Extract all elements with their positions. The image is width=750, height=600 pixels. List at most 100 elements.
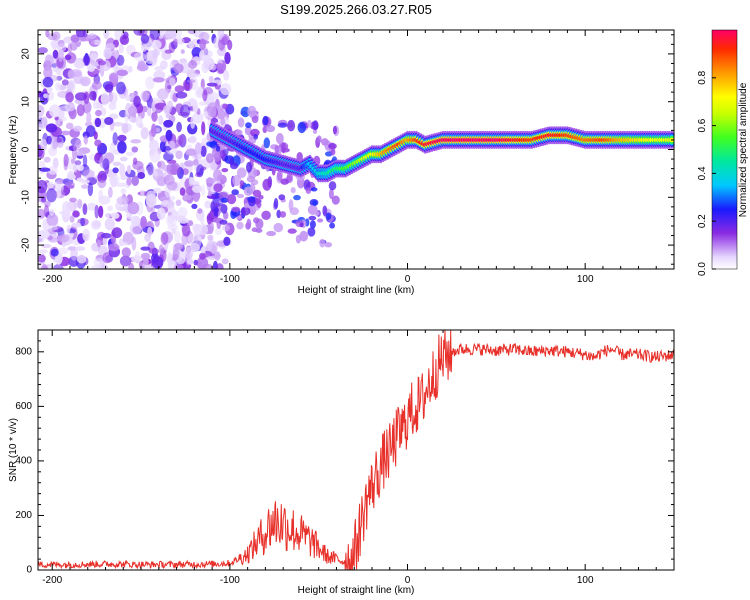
noise-speckle (80, 179, 90, 184)
snr-y-axis-label: SNR (10 * v/v) (8, 418, 19, 482)
noise-speckle (119, 163, 126, 178)
noise-speckle (202, 89, 208, 102)
noise-speckle (274, 144, 280, 155)
noise-speckle (72, 210, 80, 218)
noise-speckle (247, 105, 257, 118)
noise-speckle (206, 177, 216, 184)
colorbar-tick-label: 0.8 (697, 70, 708, 84)
noise-speckle (188, 60, 198, 69)
noise-speckle (175, 91, 188, 99)
noise-speckle (38, 179, 48, 194)
noise-speckle (89, 90, 97, 101)
noise-speckle (273, 198, 279, 210)
noise-speckle (163, 105, 170, 115)
noise-speckle (185, 144, 193, 150)
noise-speckle (82, 54, 91, 66)
noise-speckle (213, 183, 223, 193)
noise-speckle (223, 69, 230, 81)
y-tick-label: 400 (15, 456, 32, 467)
noise-speckle (45, 123, 58, 133)
noise-speckle (140, 90, 150, 102)
noise-speckle (119, 156, 128, 162)
noise-speckle (137, 172, 146, 179)
noise-speckle (126, 176, 132, 186)
noise-speckle (172, 248, 180, 260)
noise-speckle (103, 30, 110, 39)
noise-speckle (251, 227, 258, 232)
noise-speckle (251, 115, 259, 124)
noise-speckle (140, 216, 148, 229)
noise-speckle (330, 148, 336, 156)
noise-speckle (188, 176, 194, 186)
noise-speckle (40, 138, 47, 151)
noise-speckle (273, 222, 284, 233)
noise-speckle (229, 157, 235, 166)
x-tick-label: 0 (405, 575, 411, 586)
noise-speckle (57, 43, 67, 53)
noise-speckle (67, 69, 75, 79)
noise-speckle (221, 36, 229, 46)
noise-speckle (116, 81, 126, 95)
noise-speckle (208, 75, 214, 83)
noise-speckle (246, 175, 255, 183)
noise-speckle (43, 156, 51, 163)
noise-speckle (56, 67, 61, 76)
noise-speckle (117, 195, 129, 205)
noise-speckle (49, 104, 61, 118)
noise-speckle (293, 194, 301, 201)
noise-speckle (177, 111, 190, 117)
noise-speckle (145, 193, 157, 208)
noise-speckle (215, 145, 221, 152)
noise-speckle (47, 166, 58, 175)
noise-speckle (248, 196, 256, 207)
noise-speckle (68, 246, 77, 251)
noise-speckle (168, 205, 176, 214)
noise-speckle (206, 255, 217, 261)
noise-speckle (179, 187, 186, 196)
y-tick-label: 0 (26, 565, 32, 576)
noise-speckle (121, 122, 129, 134)
noise-speckle (69, 215, 75, 223)
noise-speckle (206, 153, 214, 164)
noise-speckle (156, 88, 169, 100)
noise-speckle (120, 188, 127, 195)
noise-speckle (295, 234, 301, 244)
noise-speckle (117, 134, 127, 142)
noise-speckle (100, 107, 107, 117)
noise-speckle (196, 164, 205, 176)
colorbar-tick-label: 0.2 (697, 214, 708, 228)
snr-x-axis-label: Height of straight line (km) (298, 585, 415, 596)
noise-speckle (254, 197, 261, 206)
noise-speckle (82, 30, 88, 38)
noise-speckle (261, 210, 271, 220)
noise-speckle (66, 81, 74, 91)
noise-speckle (162, 199, 169, 206)
noise-speckle (196, 234, 202, 247)
y-tick-label: -20 (21, 237, 32, 252)
noise-speckle (149, 149, 161, 163)
noise-speckle (207, 190, 213, 197)
noise-speckle (244, 126, 252, 136)
noise-speckle (38, 249, 48, 254)
noise-speckle (97, 60, 107, 66)
noise-speckle (60, 130, 71, 136)
noise-speckle (206, 213, 213, 225)
noise-speckle (262, 115, 269, 126)
noise-speckle (140, 189, 145, 197)
noise-speckle (120, 174, 128, 181)
noise-speckle (75, 246, 86, 251)
noise-speckle (98, 189, 104, 201)
noise-speckle (151, 123, 157, 137)
noise-speckle (65, 122, 74, 130)
noise-speckle (87, 64, 96, 72)
noise-speckle (220, 117, 226, 126)
noise-speckle (316, 135, 322, 144)
noise-speckle (76, 199, 83, 209)
noise-speckle (193, 259, 198, 266)
noise-speckle (52, 49, 59, 59)
noise-speckle (158, 115, 164, 125)
noise-speckle (94, 117, 102, 128)
noise-speckle (149, 30, 161, 40)
